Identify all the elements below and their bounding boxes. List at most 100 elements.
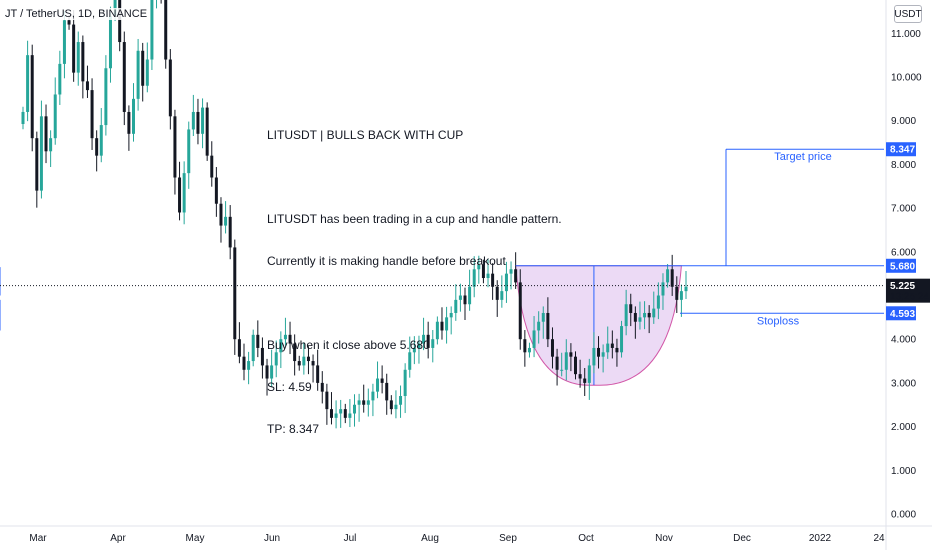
price-levels: Target price Stoploss xyxy=(0,148,884,327)
candle-body xyxy=(620,326,624,353)
candle-body xyxy=(426,334,430,348)
candle-body xyxy=(228,216,232,248)
x-tick-label: Jul xyxy=(344,533,357,544)
candle-body xyxy=(67,20,71,25)
candle-body xyxy=(85,81,89,91)
candle-body xyxy=(587,365,591,383)
candle-body xyxy=(72,24,76,73)
countdown-label: 13:25:24 xyxy=(890,292,929,303)
candle-body xyxy=(187,129,191,174)
candle-body xyxy=(679,291,683,300)
candle-body xyxy=(104,68,108,126)
y-tick-label: 1.000 xyxy=(891,466,916,477)
candle-body xyxy=(486,273,490,279)
x-tick-label: Jun xyxy=(264,533,280,544)
candle-body xyxy=(325,391,329,410)
candle-body xyxy=(247,361,251,370)
candle-body xyxy=(532,330,536,348)
candle-body xyxy=(385,382,389,401)
annotation-title: LITUSDT | BULLS BACK WITH CUP xyxy=(267,128,464,142)
candle-body xyxy=(26,55,30,112)
annotation-line: SL: 4.59 xyxy=(267,380,312,394)
candle-body xyxy=(610,343,614,348)
candle-body xyxy=(417,343,421,348)
candle-body xyxy=(491,273,495,287)
candle-body xyxy=(546,312,550,340)
candle-body xyxy=(408,352,412,370)
y-tick-label: 9.000 xyxy=(891,116,916,127)
candle-body xyxy=(569,352,573,357)
candle-body xyxy=(274,352,278,366)
breakout-price-tag-bg xyxy=(886,258,916,273)
target-price-tag: 8.347 xyxy=(890,145,915,156)
x-tick-label: Sep xyxy=(499,533,517,544)
candle-body xyxy=(141,50,145,86)
candle-body xyxy=(389,400,393,410)
annotation-line: TP: 8.347 xyxy=(267,422,320,436)
candle-body xyxy=(661,282,665,296)
candle-body xyxy=(583,378,587,383)
candle-body xyxy=(463,295,467,305)
x-tick-label: Nov xyxy=(655,533,673,544)
x-tick-label: Mar xyxy=(29,533,47,544)
y-tick-label: 0.000 xyxy=(891,510,916,521)
candle-body xyxy=(49,138,53,152)
candle-body xyxy=(357,400,361,405)
candle-body xyxy=(260,347,264,366)
annotation-line: Buy when it close above 5.680 xyxy=(267,338,430,352)
candle-body xyxy=(601,352,605,357)
candle-body xyxy=(108,15,112,69)
candle-body xyxy=(440,321,444,331)
candle-body xyxy=(445,317,449,331)
candle-body xyxy=(629,304,633,313)
symbol-title: JT / TetherUS, 1D, BINANCE xyxy=(2,8,151,20)
current-price-tag: 5.225 xyxy=(890,281,915,292)
y-tick-label: 8.000 xyxy=(891,160,916,171)
candle-body xyxy=(366,400,370,405)
candle-body xyxy=(468,286,472,305)
candle-body xyxy=(39,116,43,191)
candle-body xyxy=(541,312,545,322)
candle-body xyxy=(210,155,214,178)
current-price-tag-bg xyxy=(886,278,930,303)
candle-body xyxy=(205,107,209,156)
candle-body xyxy=(394,404,398,410)
candle-body xyxy=(173,116,177,178)
currency-selector[interactable]: USDT xyxy=(894,5,922,23)
candle-body xyxy=(242,356,246,370)
x-tick-label: 2022 xyxy=(809,533,832,544)
candle-body xyxy=(279,339,283,353)
candle-body xyxy=(458,295,462,300)
x-tick-label: Dec xyxy=(733,533,751,544)
annotation-line: LITUSDT has been trading in a cup and ha… xyxy=(267,212,562,226)
candle-body xyxy=(81,42,85,82)
candle-body xyxy=(21,111,25,125)
candle-body xyxy=(348,413,352,418)
target-label: Target price xyxy=(774,151,831,163)
candle-body xyxy=(477,264,481,270)
candle-body xyxy=(168,59,172,117)
candle-body xyxy=(633,312,637,322)
candle-body xyxy=(214,177,218,204)
candle-body xyxy=(122,42,126,112)
candle-body xyxy=(624,304,628,327)
stoploss-label: Stoploss xyxy=(757,315,800,327)
candle-body xyxy=(638,317,642,322)
candle-body xyxy=(150,0,154,60)
annotation-line: Currently it is making handle before bre… xyxy=(267,254,506,268)
candle-body xyxy=(666,269,670,283)
candle-body xyxy=(113,0,117,16)
y-tick-label: 3.000 xyxy=(891,378,916,389)
candle-body xyxy=(500,291,504,300)
candle-body xyxy=(99,125,103,156)
candle-body xyxy=(472,269,476,287)
candle-body xyxy=(311,361,315,366)
candle-body xyxy=(371,391,375,401)
target-price-tag-bg xyxy=(886,142,916,157)
candle-body xyxy=(399,396,403,405)
candle-body xyxy=(237,339,241,357)
y-tick-label: 11.000 xyxy=(891,29,921,40)
